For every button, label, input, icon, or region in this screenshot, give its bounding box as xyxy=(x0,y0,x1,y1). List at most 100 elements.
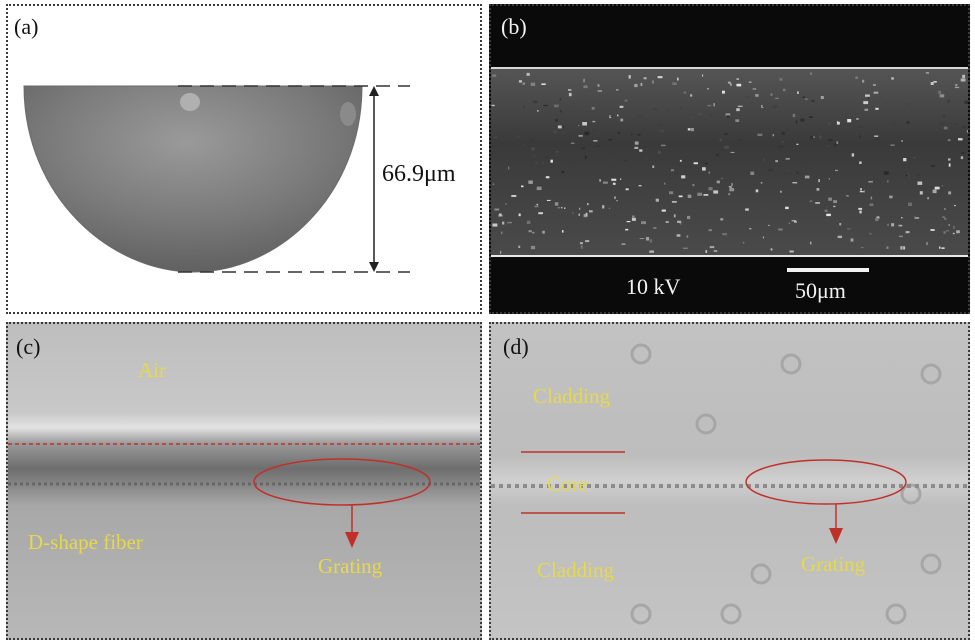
sem-speckle xyxy=(808,116,813,118)
sem-speckle xyxy=(906,121,910,124)
sem-speckle xyxy=(626,221,631,223)
sem-speckle xyxy=(954,86,960,89)
sem-speckle xyxy=(952,232,955,235)
sem-speckle xyxy=(901,140,903,142)
sem-speckle xyxy=(553,139,556,142)
ring-artifact xyxy=(900,483,922,505)
sem-speckle xyxy=(785,206,789,210)
sem-speckle xyxy=(492,223,498,227)
sem-speckle xyxy=(687,215,691,220)
sem-speckle xyxy=(730,151,735,153)
sem-speckle xyxy=(956,230,960,234)
sem-speckle xyxy=(939,94,945,98)
sem-speckle xyxy=(564,207,566,209)
sem-speckle xyxy=(960,156,964,160)
sem-speckle xyxy=(901,246,904,250)
sem-speckle xyxy=(707,88,709,90)
sem-speckle xyxy=(927,197,929,200)
sem-speckle xyxy=(596,99,598,102)
sem-speckle xyxy=(593,140,598,142)
sem-speckle xyxy=(824,209,828,212)
sem-speckle xyxy=(702,74,704,77)
sem-speckle xyxy=(549,130,552,133)
dimension-arrow-top xyxy=(369,86,379,96)
sem-speckle xyxy=(730,185,732,190)
sem-speckle xyxy=(690,116,694,120)
sem-speckle xyxy=(859,191,864,193)
sem-speckle xyxy=(537,110,539,112)
sem-speckle xyxy=(599,179,601,182)
sem-speckle xyxy=(948,224,950,226)
sem-speckle xyxy=(702,167,706,171)
sem-speckle xyxy=(532,100,538,104)
sem-speckle xyxy=(809,200,813,203)
sem-speckle xyxy=(542,230,545,234)
sem-speckle xyxy=(578,135,583,137)
sem-speckle xyxy=(568,92,572,97)
sem-speckle xyxy=(719,138,722,142)
sem-speckle xyxy=(653,227,657,229)
sem-speckle xyxy=(533,154,536,157)
sem-speckle xyxy=(827,139,833,141)
sem-speckle xyxy=(761,105,764,108)
sem-speckle xyxy=(930,82,934,85)
sem-speckle xyxy=(530,245,536,250)
sem-speckle xyxy=(617,132,620,134)
sem-speckle xyxy=(555,118,558,122)
sem-speckle xyxy=(682,163,684,165)
panel-a: (a) 66.9μm xyxy=(6,4,482,314)
sem-speckle xyxy=(657,76,663,79)
sem-speckle xyxy=(624,99,628,102)
sem-speckle xyxy=(604,158,607,162)
sem-speckle xyxy=(728,186,730,188)
sem-speckle xyxy=(834,143,837,147)
sem-speckle xyxy=(725,113,731,117)
sem-speckle xyxy=(649,250,654,253)
sem-figure xyxy=(491,67,968,272)
sem-speckle xyxy=(522,82,525,85)
sem-speckle xyxy=(553,130,557,134)
sem-speckle xyxy=(742,241,745,244)
sem-speckle xyxy=(584,155,587,159)
sem-speckle xyxy=(624,159,627,162)
sem-speckle xyxy=(557,207,560,209)
sem-speckle xyxy=(874,135,879,137)
sem-speckle xyxy=(847,228,851,230)
sem-speckle xyxy=(850,238,854,242)
sem-speckle xyxy=(708,229,712,232)
sem-speckle xyxy=(532,231,535,234)
sem-speckle xyxy=(953,133,958,137)
sem-speckle xyxy=(562,131,564,135)
sem-speckle xyxy=(597,90,603,92)
sem-speckle xyxy=(521,185,524,188)
sem-speckle xyxy=(755,189,759,193)
sem-speckle xyxy=(815,202,820,204)
sem-speckle xyxy=(683,91,687,94)
sem-speckle xyxy=(689,169,692,172)
sem-speckle xyxy=(932,189,937,194)
sem-speckle xyxy=(770,93,773,96)
sem-speckle xyxy=(639,149,643,152)
sem-speckle xyxy=(912,156,917,159)
sem-speckle xyxy=(875,217,879,222)
sem-speckle xyxy=(554,202,559,206)
sem-speckle xyxy=(591,107,595,110)
sem-speckle xyxy=(518,245,521,248)
sem-speckle xyxy=(728,193,731,196)
sem-speckle xyxy=(768,224,770,226)
sem-speckle xyxy=(563,125,564,128)
sem-speckle xyxy=(639,238,645,240)
sem-speckle xyxy=(555,151,560,153)
ring-artifact xyxy=(630,603,652,625)
sem-speckle xyxy=(875,107,879,110)
sem-speckle xyxy=(687,128,691,131)
sem-speckle xyxy=(836,121,840,125)
sem-speckle xyxy=(572,212,574,214)
sem-speckle xyxy=(545,111,548,116)
ring-artifact xyxy=(885,603,907,625)
sem-speckle xyxy=(938,90,942,95)
sem-speckle xyxy=(859,161,862,164)
sem-speckle xyxy=(804,175,810,179)
sem-speckle xyxy=(584,131,590,136)
sem-speckle xyxy=(953,225,955,229)
